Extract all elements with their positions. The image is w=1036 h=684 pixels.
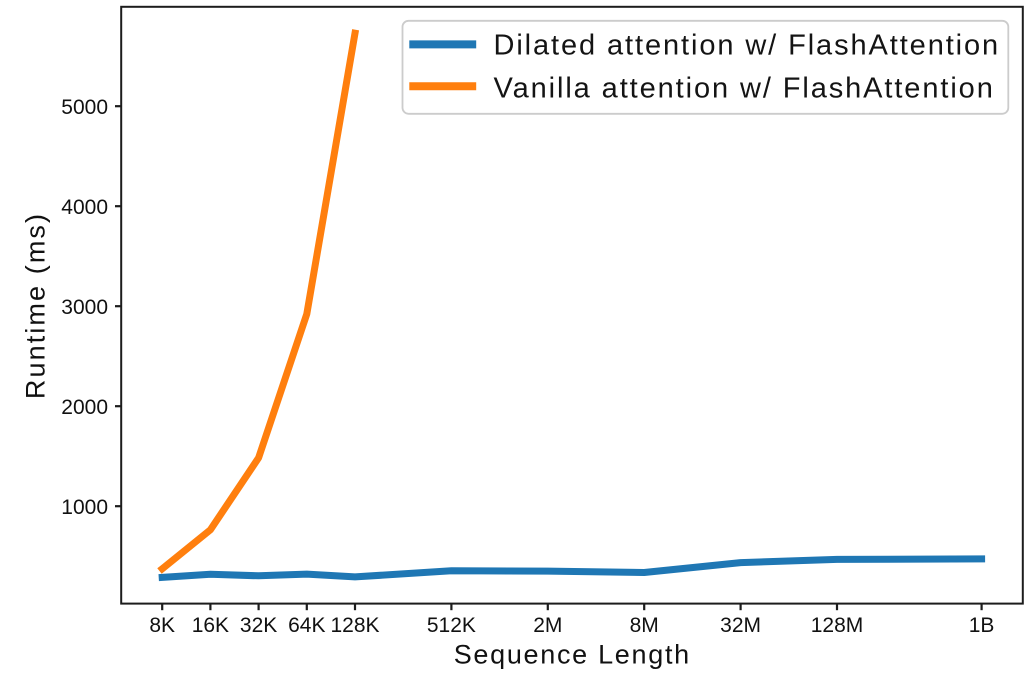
svg-text:Runtime (ms): Runtime (ms) bbox=[20, 212, 50, 399]
svg-text:128M: 128M bbox=[811, 614, 864, 637]
svg-text:Sequence Length: Sequence Length bbox=[454, 640, 691, 670]
svg-text:8K: 8K bbox=[149, 614, 175, 637]
svg-text:Dilated attention w/ FlashAtte: Dilated attention w/ FlashAttention bbox=[494, 30, 1001, 62]
svg-text:3000: 3000 bbox=[61, 296, 108, 319]
svg-text:Vanilla attention w/ FlashAtte: Vanilla attention w/ FlashAttention bbox=[494, 72, 995, 104]
svg-text:8M: 8M bbox=[630, 614, 659, 637]
svg-text:16K: 16K bbox=[192, 614, 229, 637]
svg-text:2M: 2M bbox=[533, 614, 562, 637]
svg-text:32K: 32K bbox=[240, 614, 277, 637]
svg-text:5000: 5000 bbox=[61, 96, 108, 119]
svg-text:512K: 512K bbox=[427, 614, 476, 637]
svg-text:4000: 4000 bbox=[61, 196, 108, 219]
svg-text:32M: 32M bbox=[720, 614, 761, 637]
svg-text:1B: 1B bbox=[969, 614, 995, 637]
svg-text:1000: 1000 bbox=[61, 496, 108, 519]
svg-text:128K: 128K bbox=[330, 614, 379, 637]
svg-text:64K: 64K bbox=[288, 614, 325, 637]
svg-text:2000: 2000 bbox=[61, 396, 108, 419]
